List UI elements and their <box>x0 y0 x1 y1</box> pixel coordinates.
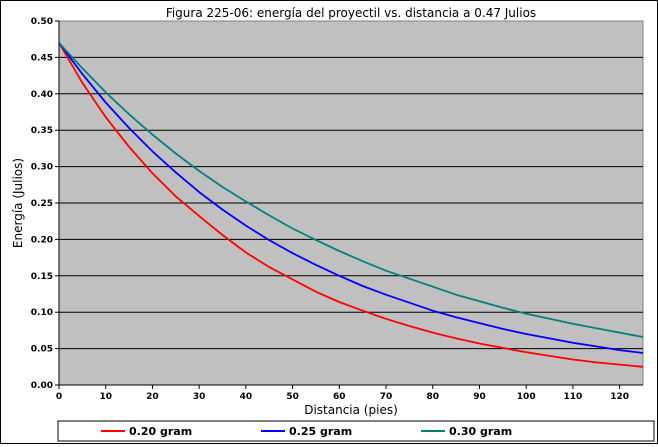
legend-label-0: 0.20 gram <box>129 425 192 438</box>
x-tick-label: 10 <box>99 392 112 402</box>
y-tick-label: 0.45 <box>31 53 53 63</box>
y-tick-label: 0.40 <box>31 90 53 100</box>
legend-label-1: 0.25 gram <box>289 425 352 438</box>
x-tick-label: 60 <box>333 392 346 402</box>
x-axis-title: Distancia (pies) <box>304 403 398 417</box>
y-axis-title: Energía (Julios) <box>11 158 25 248</box>
y-tick-label: 0.00 <box>31 381 53 391</box>
grid-lines <box>59 56 643 350</box>
x-tick-label: 20 <box>146 392 159 402</box>
series-lines <box>58 42 644 368</box>
legend-label-2: 0.30 gram <box>449 425 512 438</box>
series-line-1 <box>58 42 644 354</box>
y-axis-ticks: 0.00 0.05 0.10 0.15 0.20 0.25 0.30 0.35 0.40 0.45… <box>31 17 59 391</box>
y-tick-label: 0.30 <box>31 163 53 173</box>
x-tick-label: 110 <box>564 392 583 402</box>
x-tick-label: 30 <box>193 392 206 402</box>
legend <box>57 420 655 442</box>
series-line-0 <box>58 42 644 368</box>
x-tick-label: 120 <box>610 392 629 402</box>
chart-title: Figura 225-06: energía del proyectil vs.… <box>166 6 536 20</box>
y-tick-label: 0.20 <box>31 235 53 245</box>
x-tick-label: 70 <box>380 392 393 402</box>
x-tick-label: 50 <box>286 392 299 402</box>
y-tick-label: 0.15 <box>31 272 53 282</box>
series-line-2 <box>58 42 644 338</box>
x-tick-label: 90 <box>473 392 486 402</box>
x-axis-ticks: 0 10 20 30 40 50 60 70 80 90 100 110 120 <box>56 385 629 402</box>
y-tick-label: 0.05 <box>31 345 53 355</box>
y-tick-label: 0.25 <box>31 199 53 209</box>
legend-items: 0.20 gram 0.25 gram 0.30 gram <box>101 425 512 438</box>
y-tick-label: 0.35 <box>31 126 53 136</box>
y-tick-label: 0.10 <box>31 308 53 318</box>
y-tick-label: 0.50 <box>31 17 53 27</box>
x-tick-label: 80 <box>426 392 439 402</box>
x-tick-label: 100 <box>517 392 536 402</box>
x-tick-label: 0 <box>56 392 62 402</box>
x-tick-label: 40 <box>240 392 253 402</box>
